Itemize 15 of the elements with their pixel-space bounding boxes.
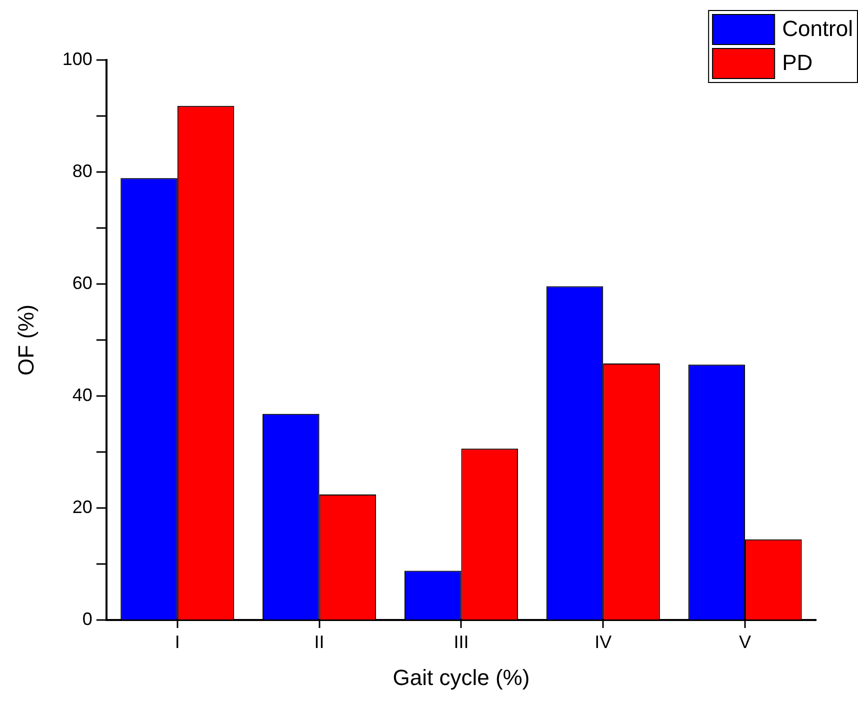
y-tick-label: 60 (72, 272, 92, 293)
y-axis-title: OF (%) (13, 304, 38, 376)
y-tick-label: 80 (72, 160, 92, 181)
legend-label: Control (782, 16, 853, 42)
legend-label: PD (782, 50, 813, 76)
x-axis-title: Gait cycle (%) (392, 664, 530, 690)
x-tick-label: III (454, 632, 469, 652)
y-tick-label: 20 (72, 496, 92, 517)
x-tick-label: I (174, 632, 180, 652)
y-tick-label: 40 (72, 384, 92, 405)
x-tick-label: IV (594, 632, 612, 652)
y-tick-label: 0 (82, 608, 92, 629)
y-tick-label: 100 (62, 48, 92, 69)
x-tick-label: II (314, 632, 324, 652)
x-tick-label: V (739, 632, 752, 652)
